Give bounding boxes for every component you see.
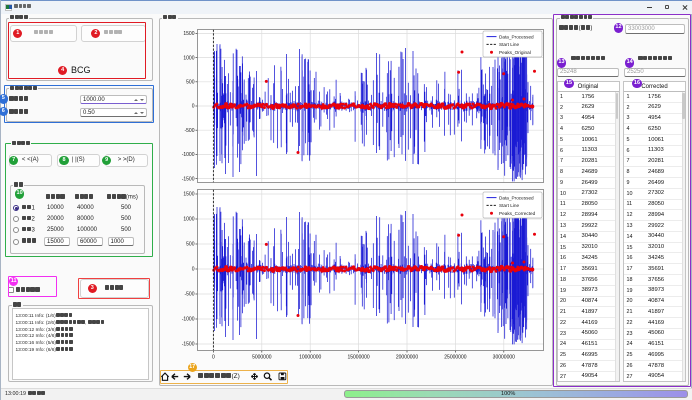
svg-text:Start Line: Start Line [499,203,519,208]
svg-text:-1000: -1000 [182,152,195,158]
svg-text:-1000: -1000 [182,317,195,323]
svg-text:-1500: -1500 [182,176,195,182]
svg-text:500: 500 [186,242,195,248]
svg-text:0: 0 [192,267,195,273]
svg-text:500: 500 [186,80,195,86]
svg-text:-1500: -1500 [182,342,195,348]
svg-text:0: 0 [192,104,195,110]
svg-text:-500: -500 [184,128,194,134]
svg-text:10000000: 10000000 [299,355,321,361]
svg-text:15000000: 15000000 [347,355,369,361]
svg-text:Data_Processed: Data_Processed [499,34,534,39]
svg-text:Data_Processed: Data_Processed [499,195,534,200]
svg-text:Peaks_Corrected: Peaks_Corrected [499,211,536,216]
svg-text:30000000: 30000000 [493,355,515,361]
svg-text:1500: 1500 [183,31,194,37]
svg-text:1000: 1000 [183,55,194,61]
svg-text:Start Line: Start Line [499,42,519,47]
svg-text:25000000: 25000000 [444,355,466,361]
svg-text:Peaks_Original: Peaks_Original [499,50,531,55]
svg-text:1500: 1500 [183,192,194,198]
svg-text:20000000: 20000000 [396,355,418,361]
svg-text:5000000: 5000000 [252,355,272,361]
svg-text:0: 0 [212,355,215,361]
svg-text:-500: -500 [184,292,194,298]
svg-text:1000: 1000 [183,217,194,223]
